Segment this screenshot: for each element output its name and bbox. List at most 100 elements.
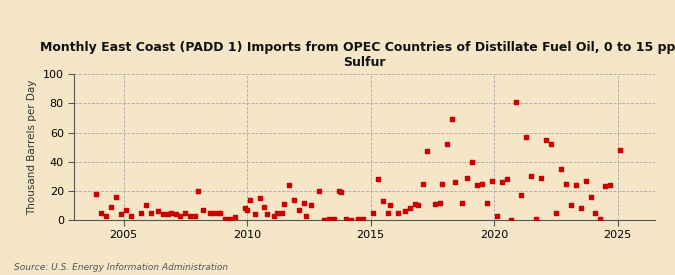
Point <box>335 190 346 194</box>
Point <box>595 216 605 221</box>
Point <box>298 200 309 205</box>
Point <box>145 211 156 215</box>
Point <box>566 203 576 208</box>
Point <box>306 203 317 208</box>
Point <box>590 211 601 215</box>
Point <box>207 211 218 215</box>
Point <box>165 211 176 215</box>
Point <box>516 193 526 197</box>
Point <box>466 160 477 164</box>
Point <box>96 211 107 215</box>
Point <box>244 197 255 202</box>
Point <box>254 196 265 200</box>
Point <box>377 199 388 203</box>
Point <box>319 218 329 222</box>
Point <box>106 205 117 209</box>
Point <box>240 206 250 211</box>
Point <box>261 212 272 216</box>
Point <box>180 211 191 215</box>
Point <box>412 203 423 208</box>
Point <box>580 178 591 183</box>
Point <box>392 211 403 215</box>
Point <box>605 183 616 187</box>
Point <box>116 212 127 216</box>
Point <box>271 211 282 215</box>
Point <box>491 213 502 218</box>
Point <box>506 218 517 222</box>
Point <box>511 100 522 104</box>
Point <box>472 183 483 187</box>
Point <box>353 216 364 221</box>
Point <box>486 178 497 183</box>
Point <box>230 215 240 219</box>
Point <box>385 203 396 208</box>
Point <box>435 200 446 205</box>
Point <box>442 142 453 146</box>
Point <box>242 208 252 212</box>
Point <box>422 149 433 154</box>
Point <box>383 211 394 215</box>
Point <box>358 216 369 221</box>
Point <box>225 216 236 221</box>
Title: Monthly East Coast (PADD 1) Imports from OPEC Countries of Distillate Fuel Oil, : Monthly East Coast (PADD 1) Imports from… <box>40 41 675 69</box>
Point <box>333 189 344 193</box>
Point <box>556 167 566 171</box>
Point <box>501 177 512 182</box>
Point <box>462 175 472 180</box>
Point <box>158 212 169 216</box>
Point <box>560 182 571 186</box>
Point <box>526 174 537 178</box>
Point <box>477 182 487 186</box>
Point <box>368 211 379 215</box>
Point <box>294 208 304 212</box>
Point <box>481 200 492 205</box>
Point <box>450 180 460 184</box>
Point <box>289 197 300 202</box>
Point <box>447 117 458 122</box>
Point <box>185 213 196 218</box>
Text: Source: U.S. Energy Information Administration: Source: U.S. Energy Information Administ… <box>14 263 227 272</box>
Point <box>192 189 203 193</box>
Point <box>259 205 270 209</box>
Point <box>284 183 294 187</box>
Point <box>531 216 541 221</box>
Point <box>197 208 208 212</box>
Point <box>570 183 581 187</box>
Point <box>585 194 596 199</box>
Point <box>521 135 532 139</box>
Point <box>541 138 551 142</box>
Point <box>575 206 586 211</box>
Point <box>536 175 547 180</box>
Point <box>269 213 279 218</box>
Point <box>346 218 356 222</box>
Point <box>170 212 181 216</box>
Point <box>111 194 122 199</box>
Point <box>301 213 312 218</box>
Point <box>341 216 352 221</box>
Point <box>405 206 416 211</box>
Point <box>136 211 146 215</box>
Point <box>219 216 230 221</box>
Point <box>249 212 260 216</box>
Point <box>163 212 173 216</box>
Point <box>545 142 556 146</box>
Point <box>615 148 626 152</box>
Point <box>212 211 223 215</box>
Point <box>400 209 410 213</box>
Point <box>457 200 468 205</box>
Point <box>323 216 334 221</box>
Point <box>313 189 324 193</box>
Point <box>205 211 215 215</box>
Point <box>410 202 421 206</box>
Point <box>101 213 112 218</box>
Point <box>328 216 339 221</box>
Point <box>91 192 102 196</box>
Point <box>140 203 151 208</box>
Point <box>429 202 440 206</box>
Point <box>126 213 136 218</box>
Point <box>153 209 163 213</box>
Point <box>190 213 200 218</box>
Point <box>496 180 507 184</box>
Point <box>437 182 448 186</box>
Point <box>121 208 132 212</box>
